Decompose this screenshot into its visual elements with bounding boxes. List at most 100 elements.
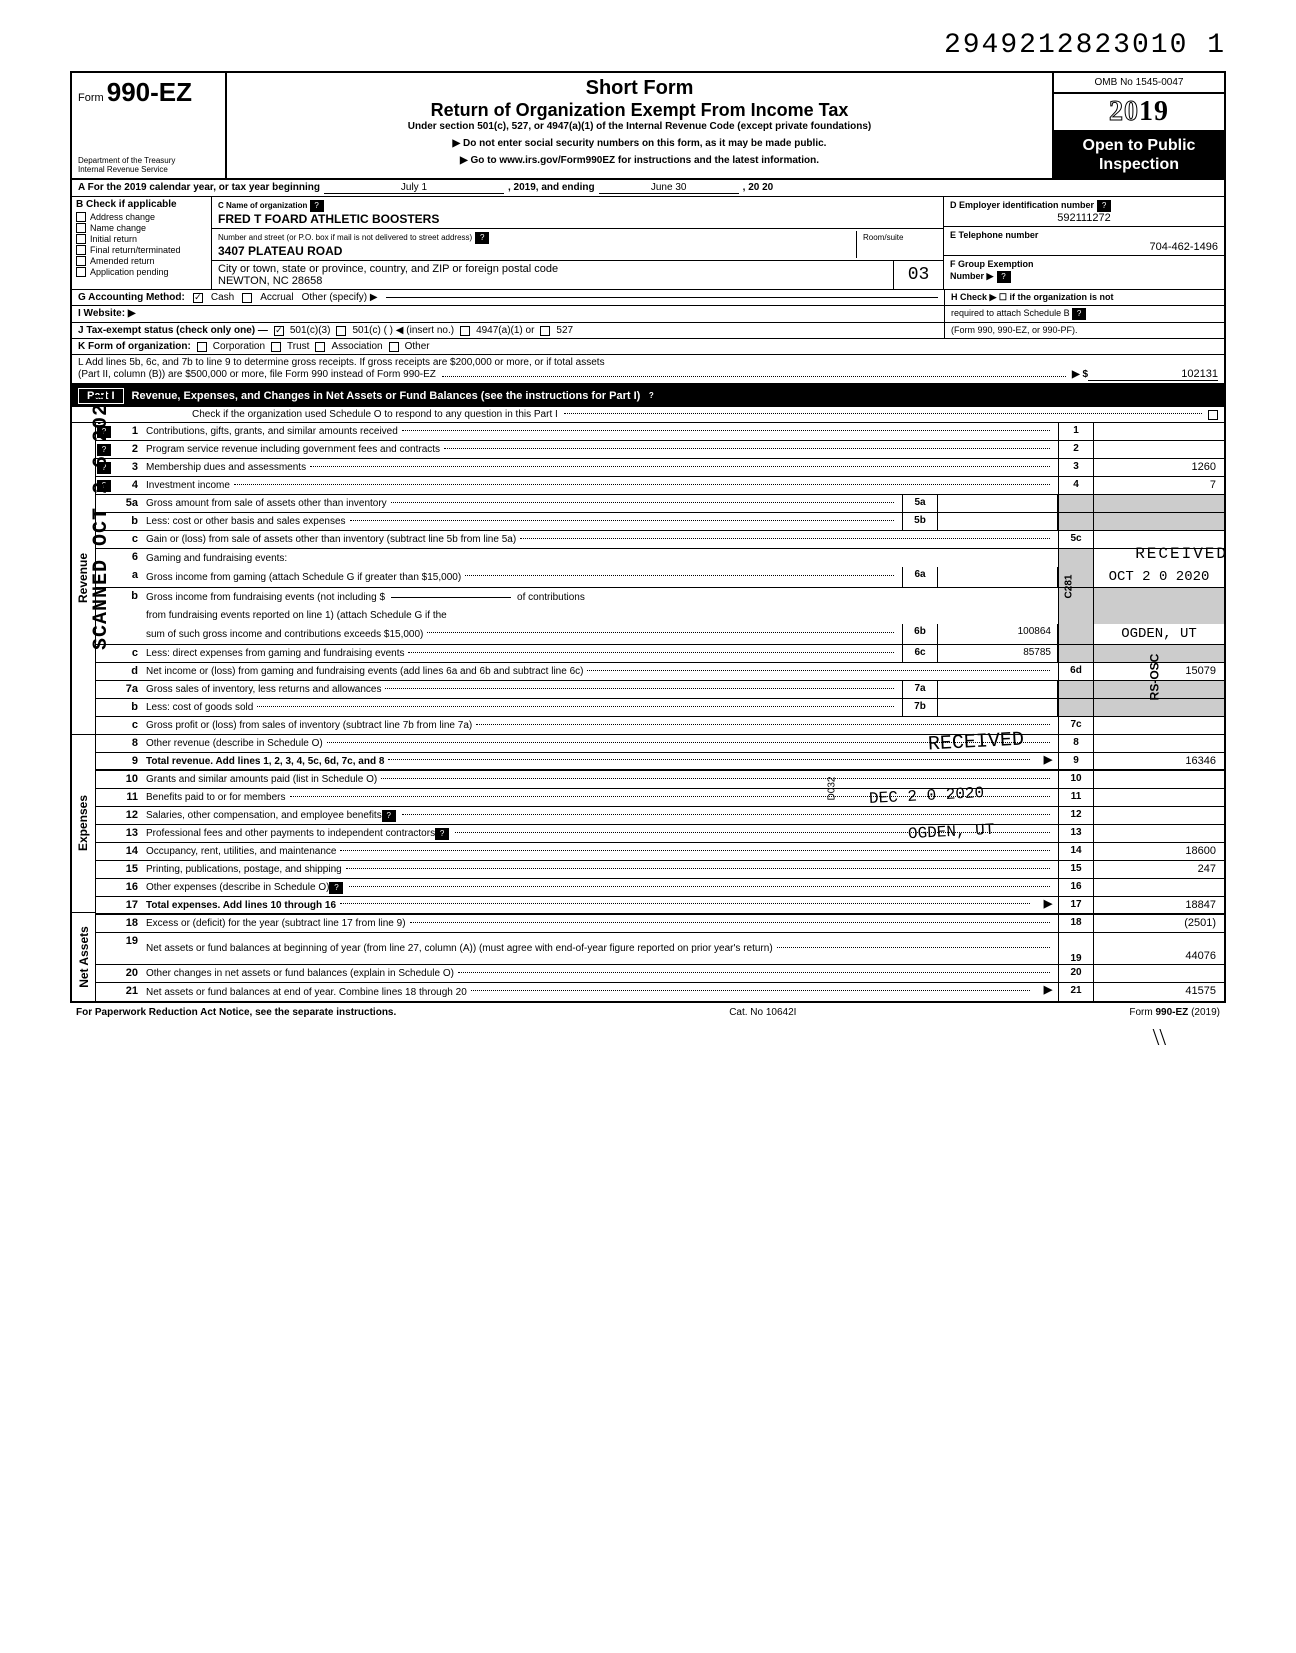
cb-name-change[interactable]: Name change: [76, 223, 207, 233]
help-icon[interactable]: ?: [1097, 200, 1111, 212]
line-15-val: 247: [1094, 861, 1224, 878]
cb-address-change[interactable]: Address change: [76, 212, 207, 222]
line-6b-text3: from fundraising events reported on line…: [146, 610, 447, 621]
arrow-url: ▶ Go to www.irs.gov/Form990EZ for instru…: [235, 155, 1044, 166]
line-20-box: 20: [1058, 965, 1094, 982]
line-7c-box: 7c: [1058, 717, 1094, 734]
part-i-title: Revenue, Expenses, and Changes in Net As…: [132, 390, 641, 402]
l-value: 102131: [1088, 368, 1218, 381]
phone-value: 704-462-1496: [950, 241, 1218, 253]
cb-501c[interactable]: [336, 326, 346, 336]
help-icon[interactable]: ?: [1072, 308, 1086, 320]
cb-501c3[interactable]: ✓: [274, 326, 284, 336]
line-8: 8 Other revenue (describe in Schedule O)…: [96, 735, 1224, 753]
shaded-cell: [1094, 513, 1224, 530]
help-icon[interactable]: ?: [329, 882, 343, 894]
line-17-arrow: ▶: [1038, 897, 1058, 913]
line-12-box: 12: [1058, 807, 1094, 824]
h-line2: required to attach Schedule B: [951, 308, 1070, 318]
line-13-val: [1094, 825, 1224, 842]
line-5b-box: 5b: [902, 513, 938, 530]
line-18-val: (2501): [1094, 915, 1224, 932]
shaded-cell: [1094, 699, 1224, 716]
g-other: Other (specify) ▶: [302, 292, 378, 303]
footer-cat-no: Cat. No 10642I: [729, 1007, 796, 1018]
h-line1: H Check ▶ ☐ if the organization is not: [951, 292, 1114, 302]
cb-corp[interactable]: [197, 342, 207, 352]
row-j: J Tax-exempt status (check only one) — ✓…: [72, 323, 1224, 339]
line-6-text: Gaming and fundraising events:: [146, 553, 287, 564]
cb-amended[interactable]: Amended return: [76, 256, 207, 266]
line-16-text: Other expenses (describe in Schedule O): [146, 882, 329, 893]
line-6a-text: Gross income from gaming (attach Schedul…: [146, 572, 461, 583]
line-6b-text1: Gross income from fundraising events (no…: [146, 592, 385, 603]
c-label: C Name of organization: [218, 201, 307, 210]
e-label: E Telephone number: [950, 230, 1038, 240]
help-icon[interactable]: ?: [435, 828, 449, 840]
line-7a-val: [938, 681, 1058, 698]
title-return: Return of Organization Exempt From Incom…: [235, 100, 1044, 121]
cb-schedule-o[interactable]: [1208, 410, 1218, 420]
line-15-box: 15: [1058, 861, 1094, 878]
cb-cash[interactable]: ✓: [193, 293, 203, 303]
form-num: 990-EZ: [107, 77, 192, 107]
line-10: 10 Grants and similar amounts paid (list…: [96, 771, 1224, 789]
h-line3: (Form 990, 990-EZ, or 990-PF).: [951, 325, 1078, 335]
line-6c-box: 6c: [902, 645, 938, 662]
line-7c-text: Gross profit or (loss) from sales of inv…: [146, 720, 472, 731]
line-11-val: [1094, 789, 1224, 806]
g-label: G Accounting Method:: [78, 292, 185, 303]
help-icon[interactable]: ?: [475, 232, 489, 244]
line-2: ? 2 Program service revenue including go…: [96, 441, 1224, 459]
stamp-received-2: RECEIVED: [927, 729, 1024, 757]
cb-initial-return[interactable]: Initial return: [76, 234, 207, 244]
j-527: 527: [556, 325, 573, 336]
side-netassets: Net Assets: [77, 926, 91, 988]
k-corp: Corporation: [213, 341, 265, 352]
city-row: City or town, state or province, country…: [212, 261, 943, 289]
line-20-val: [1094, 965, 1224, 982]
form-prefix: Form: [78, 92, 104, 104]
city-label: City or town, state or province, country…: [218, 263, 558, 275]
line-10-text: Grants and similar amounts paid (list in…: [146, 774, 377, 785]
line-6b-val: 100864: [938, 624, 1058, 644]
part-i-sub-text: Check if the organization used Schedule …: [192, 409, 558, 420]
cb-assoc[interactable]: [315, 342, 325, 352]
line-17-val: 18847: [1094, 897, 1224, 913]
row-a-period: A For the 2019 calendar year, or tax yea…: [72, 180, 1224, 197]
line-6c-val: 85785: [938, 645, 1058, 662]
cb-final-return[interactable]: Final return/terminated: [76, 245, 207, 255]
line-13-text: Professional fees and other payments to …: [146, 828, 435, 839]
line-17: 17 Total expenses. Add lines 10 through …: [96, 897, 1224, 915]
scanned-stamp: SCANNED OCT 2 6 2021: [90, 390, 113, 650]
help-icon[interactable]: ?: [382, 810, 396, 822]
line-7b-box: 7b: [902, 699, 938, 716]
line-3-val: 1260: [1094, 459, 1224, 476]
cb-trust[interactable]: [271, 342, 281, 352]
cb-accrual[interactable]: [242, 293, 252, 303]
line-7b: b Less: cost of goods sold 7b: [96, 699, 1224, 717]
line-10-val: [1094, 771, 1224, 788]
line-12-val: [1094, 807, 1224, 824]
line-6d-text: Net income or (loss) from gaming and fun…: [146, 666, 583, 677]
shaded-cell: [1094, 606, 1224, 624]
cb-other[interactable]: [389, 342, 399, 352]
line-4-box: 4: [1058, 477, 1094, 494]
help-icon[interactable]: ?: [644, 390, 658, 402]
handwritten-initials: \\: [1153, 1025, 1166, 1052]
help-icon[interactable]: ?: [310, 200, 324, 212]
room-label: Room/suite: [863, 233, 903, 242]
help-icon[interactable]: ?: [997, 271, 1011, 283]
tax-year: 2019: [1054, 94, 1224, 132]
row-l: L Add lines 5b, 6c, and 7b to line 9 to …: [72, 355, 1224, 385]
group-exempt-row: F Group Exemption Number ▶ ?: [944, 256, 1224, 285]
line-7c-val: [1094, 717, 1224, 734]
k-label: K Form of organization:: [78, 341, 191, 352]
line-16: 16 Other expenses (describe in Schedule …: [96, 879, 1224, 897]
cb-527[interactable]: [540, 326, 550, 336]
cb-4947[interactable]: [460, 326, 470, 336]
cb-app-pending[interactable]: Application pending: [76, 267, 207, 277]
street-value: 3407 PLATEAU ROAD: [218, 244, 342, 258]
shaded-cell: [1058, 606, 1094, 624]
line-9-arrow: ▶: [1038, 753, 1058, 769]
